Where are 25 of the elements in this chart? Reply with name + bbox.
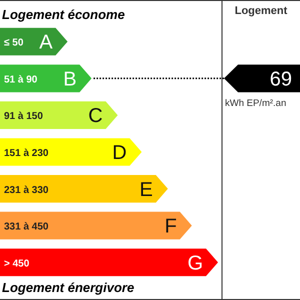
annotation: 151 à 230 (4, 148, 49, 159)
bar (0, 248, 218, 276)
annotation: > 450 (4, 258, 30, 270)
text: Logement (234, 5, 288, 17)
bar (0, 174, 168, 203)
bar (0, 212, 192, 240)
y-tick-label: C (88, 105, 103, 128)
y-tick-label: D (112, 142, 127, 164)
annotation: 51 à 90 (4, 74, 38, 86)
text: Logement économe (2, 7, 125, 22)
bar (0, 101, 118, 130)
ref-line-label: 69 (270, 68, 292, 90)
annotation: 231 à 330 (4, 184, 49, 196)
annotation: 91 à 150 (4, 111, 44, 122)
y-tick-label: F (164, 216, 177, 238)
annotation: 331 à 450 (4, 222, 49, 233)
y-tick-label: B (63, 68, 77, 90)
y-tick-label: E (140, 178, 153, 201)
bar (0, 64, 92, 92)
text: kWh EP/m².an (225, 98, 286, 110)
annotation: Logement énergivore (2, 280, 134, 295)
bar (0, 138, 142, 166)
y-tick-label: G (187, 252, 203, 274)
y-tick-label: A (39, 32, 54, 54)
annotation: ≤ 50 (4, 38, 24, 49)
